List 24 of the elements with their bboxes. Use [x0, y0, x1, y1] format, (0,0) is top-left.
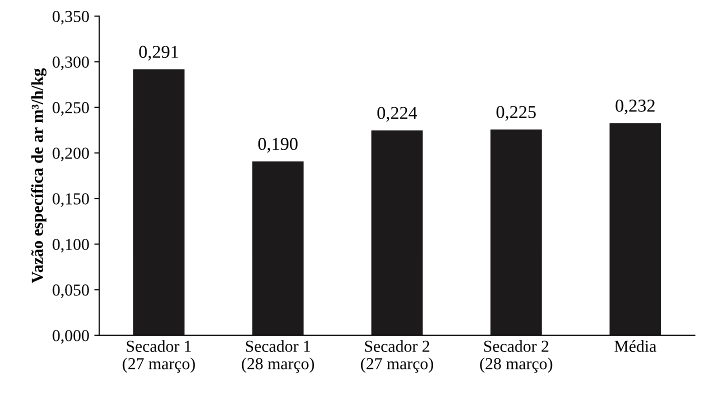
bar: [610, 123, 661, 336]
x-tick-label: Secador 2 (27 março): [360, 340, 434, 373]
y-tick-label: 0,200: [52, 148, 89, 162]
bar: [133, 69, 185, 336]
data-label: 0,224: [377, 106, 418, 122]
x-tick-label: Secador 1 (27 março): [122, 340, 195, 373]
y-tick-label: 0,300: [52, 56, 89, 70]
y-tick-label: 0,350: [52, 10, 89, 25]
y-axis-title: Vazão específica de ar m³/h/kg: [31, 68, 46, 284]
x-tick-label: Média: [614, 340, 656, 352]
y-tick-label: 0,050: [52, 284, 89, 298]
x-tick-label: Secador 2 (28 março): [480, 340, 552, 373]
data-label: 0,190: [258, 138, 298, 153]
bar: [252, 161, 304, 336]
data-label: 0,232: [616, 100, 655, 114]
y-tick-label: 0,100: [52, 238, 89, 252]
y-tick-label: 0,150: [52, 193, 89, 207]
bar: [490, 129, 542, 336]
x-tick-label: Secador 1 (28 março): [242, 340, 314, 373]
data-label: 0,291: [139, 46, 178, 61]
data-label: 0,225: [496, 106, 536, 121]
y-tick-label: 0,000: [52, 330, 89, 344]
y-tick-label: 0,250: [52, 102, 89, 116]
bar: [371, 130, 423, 336]
